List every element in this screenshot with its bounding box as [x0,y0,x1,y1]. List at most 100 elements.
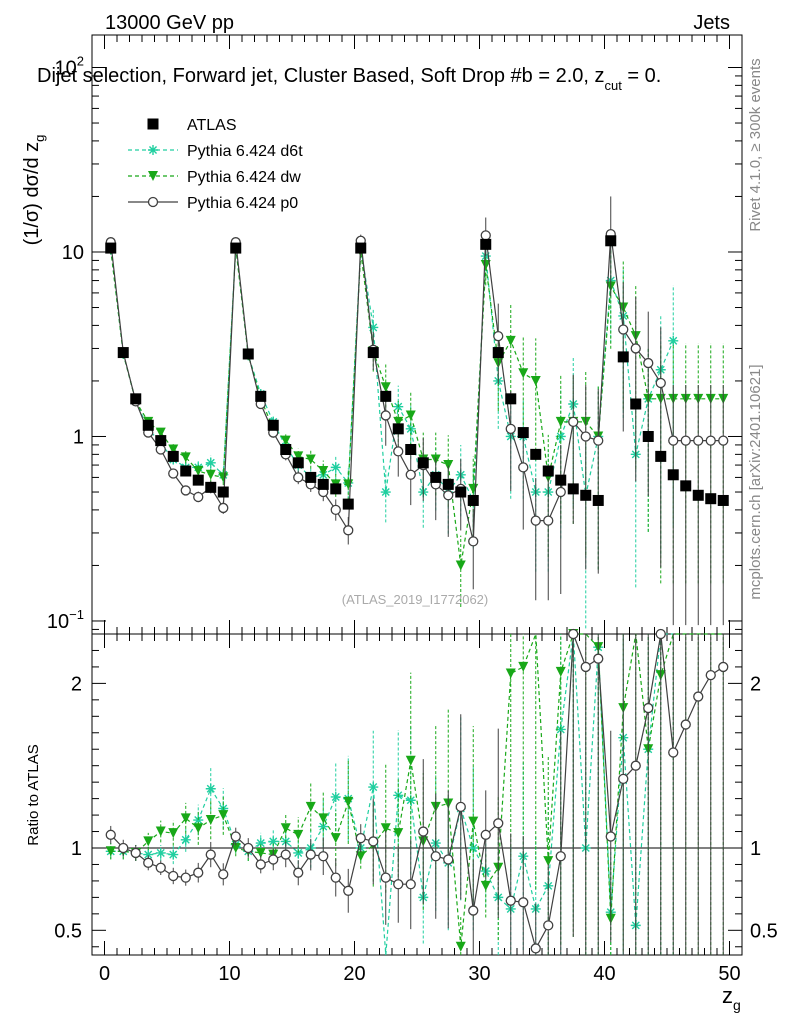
ratio-point [618,773,629,785]
ratio-point [168,870,179,882]
data-point [130,393,142,405]
data-point [580,489,592,501]
ratio-line [110,633,674,956]
ratio-point [568,628,579,640]
data-point [230,242,242,254]
series-atlas [105,235,729,510]
legend-marker [148,145,158,155]
ratio-y-tick-label: 1 [71,838,82,860]
ratio-point [718,661,729,673]
ratio-point [580,661,591,673]
ratio-point [330,791,341,802]
ratio-point [268,854,279,865]
legend: ATLAS Pythia 6.424 d6t Pythia 6.424 dw Pyth… [128,117,303,212]
data-point [355,242,367,254]
data-point [718,435,729,446]
data-point [530,375,541,386]
analysis-watermark: (ATLAS_2019_I1772062) [342,592,488,607]
ratio-point [468,905,479,916]
data-point [105,242,117,254]
ratio-point [193,867,204,878]
ratio-y-tick-label: 2 [71,673,82,695]
ratio-point [118,842,129,854]
ratio-point [380,872,391,883]
x-tick-label: 30 [468,963,490,985]
data-point [468,536,479,547]
ratio-point [143,836,154,847]
data-point [630,398,642,410]
data-point [380,487,391,498]
ratio-point [293,867,304,878]
legend-label: ATLAS [187,117,237,134]
data-point [292,457,304,469]
ratio-point [680,719,691,730]
data-point [318,465,329,476]
ratio-point [243,842,254,854]
ratio-point [630,760,641,771]
data-point [468,483,479,494]
ratio-point [668,747,679,758]
data-point [180,465,192,477]
data-point [218,502,229,514]
ratio-point [255,838,266,849]
ratio-point [255,859,266,870]
ratio-point [368,782,379,793]
data-point [117,347,129,359]
data-point [542,465,554,477]
data-point [555,474,567,486]
ratio-point [343,885,354,896]
header-right: Jets [693,12,730,34]
ratio-point [130,847,141,859]
data-point [467,494,479,506]
data-point [443,460,454,471]
data-point [192,474,204,486]
data-point [655,377,666,389]
ratio-point [143,849,154,860]
rivet-version: Rivet 4.1.0, ≥ 300k events [747,58,764,231]
ratio-point [280,823,291,834]
ratio-point [180,872,191,883]
ratio-point [480,880,491,891]
ratio-point [318,821,329,832]
data-point [367,347,379,359]
ratio-point [593,653,604,664]
data-point [605,235,617,247]
ratio-point [180,834,191,845]
data-point [180,452,191,463]
data-point [242,348,254,360]
data-point [267,419,279,431]
ratio-point [293,829,304,840]
data-point [543,515,554,526]
ratio-point [168,849,179,860]
data-point [168,468,179,479]
data-point [405,444,417,456]
x-tick-label: 40 [593,963,615,985]
ratio-point [105,846,116,857]
ratio-point [655,628,666,640]
data-point [667,469,679,481]
data-point [593,435,604,446]
legend-label: Pythia 6.424 dw [187,169,301,186]
data-point [167,450,179,462]
ratio-point [455,941,466,952]
ratio-point [355,832,366,844]
data-point [518,368,529,379]
ratio-point [280,849,291,860]
data-point [567,483,579,495]
ratio-point [493,818,504,829]
ratio-point [505,668,516,679]
x-tick-label: 20 [343,963,365,985]
x-axis-label-text: z [722,983,733,1008]
data-point [668,435,679,446]
y-tick-label-base: 1 [73,426,84,448]
ratio-point [480,829,491,840]
data-point [193,491,204,503]
ratio-point [205,849,216,860]
ratio-point [530,943,541,954]
plot-title-tail: = 0. [622,65,661,87]
data-point [555,486,566,498]
ratio-point [330,833,341,844]
plot-title-main: Dijet selection, Forward jet, Cluster Ba… [37,65,604,87]
legend-label: Pythia 6.424 d6t [187,143,303,160]
y-tick-label-base: 10 [55,57,77,79]
